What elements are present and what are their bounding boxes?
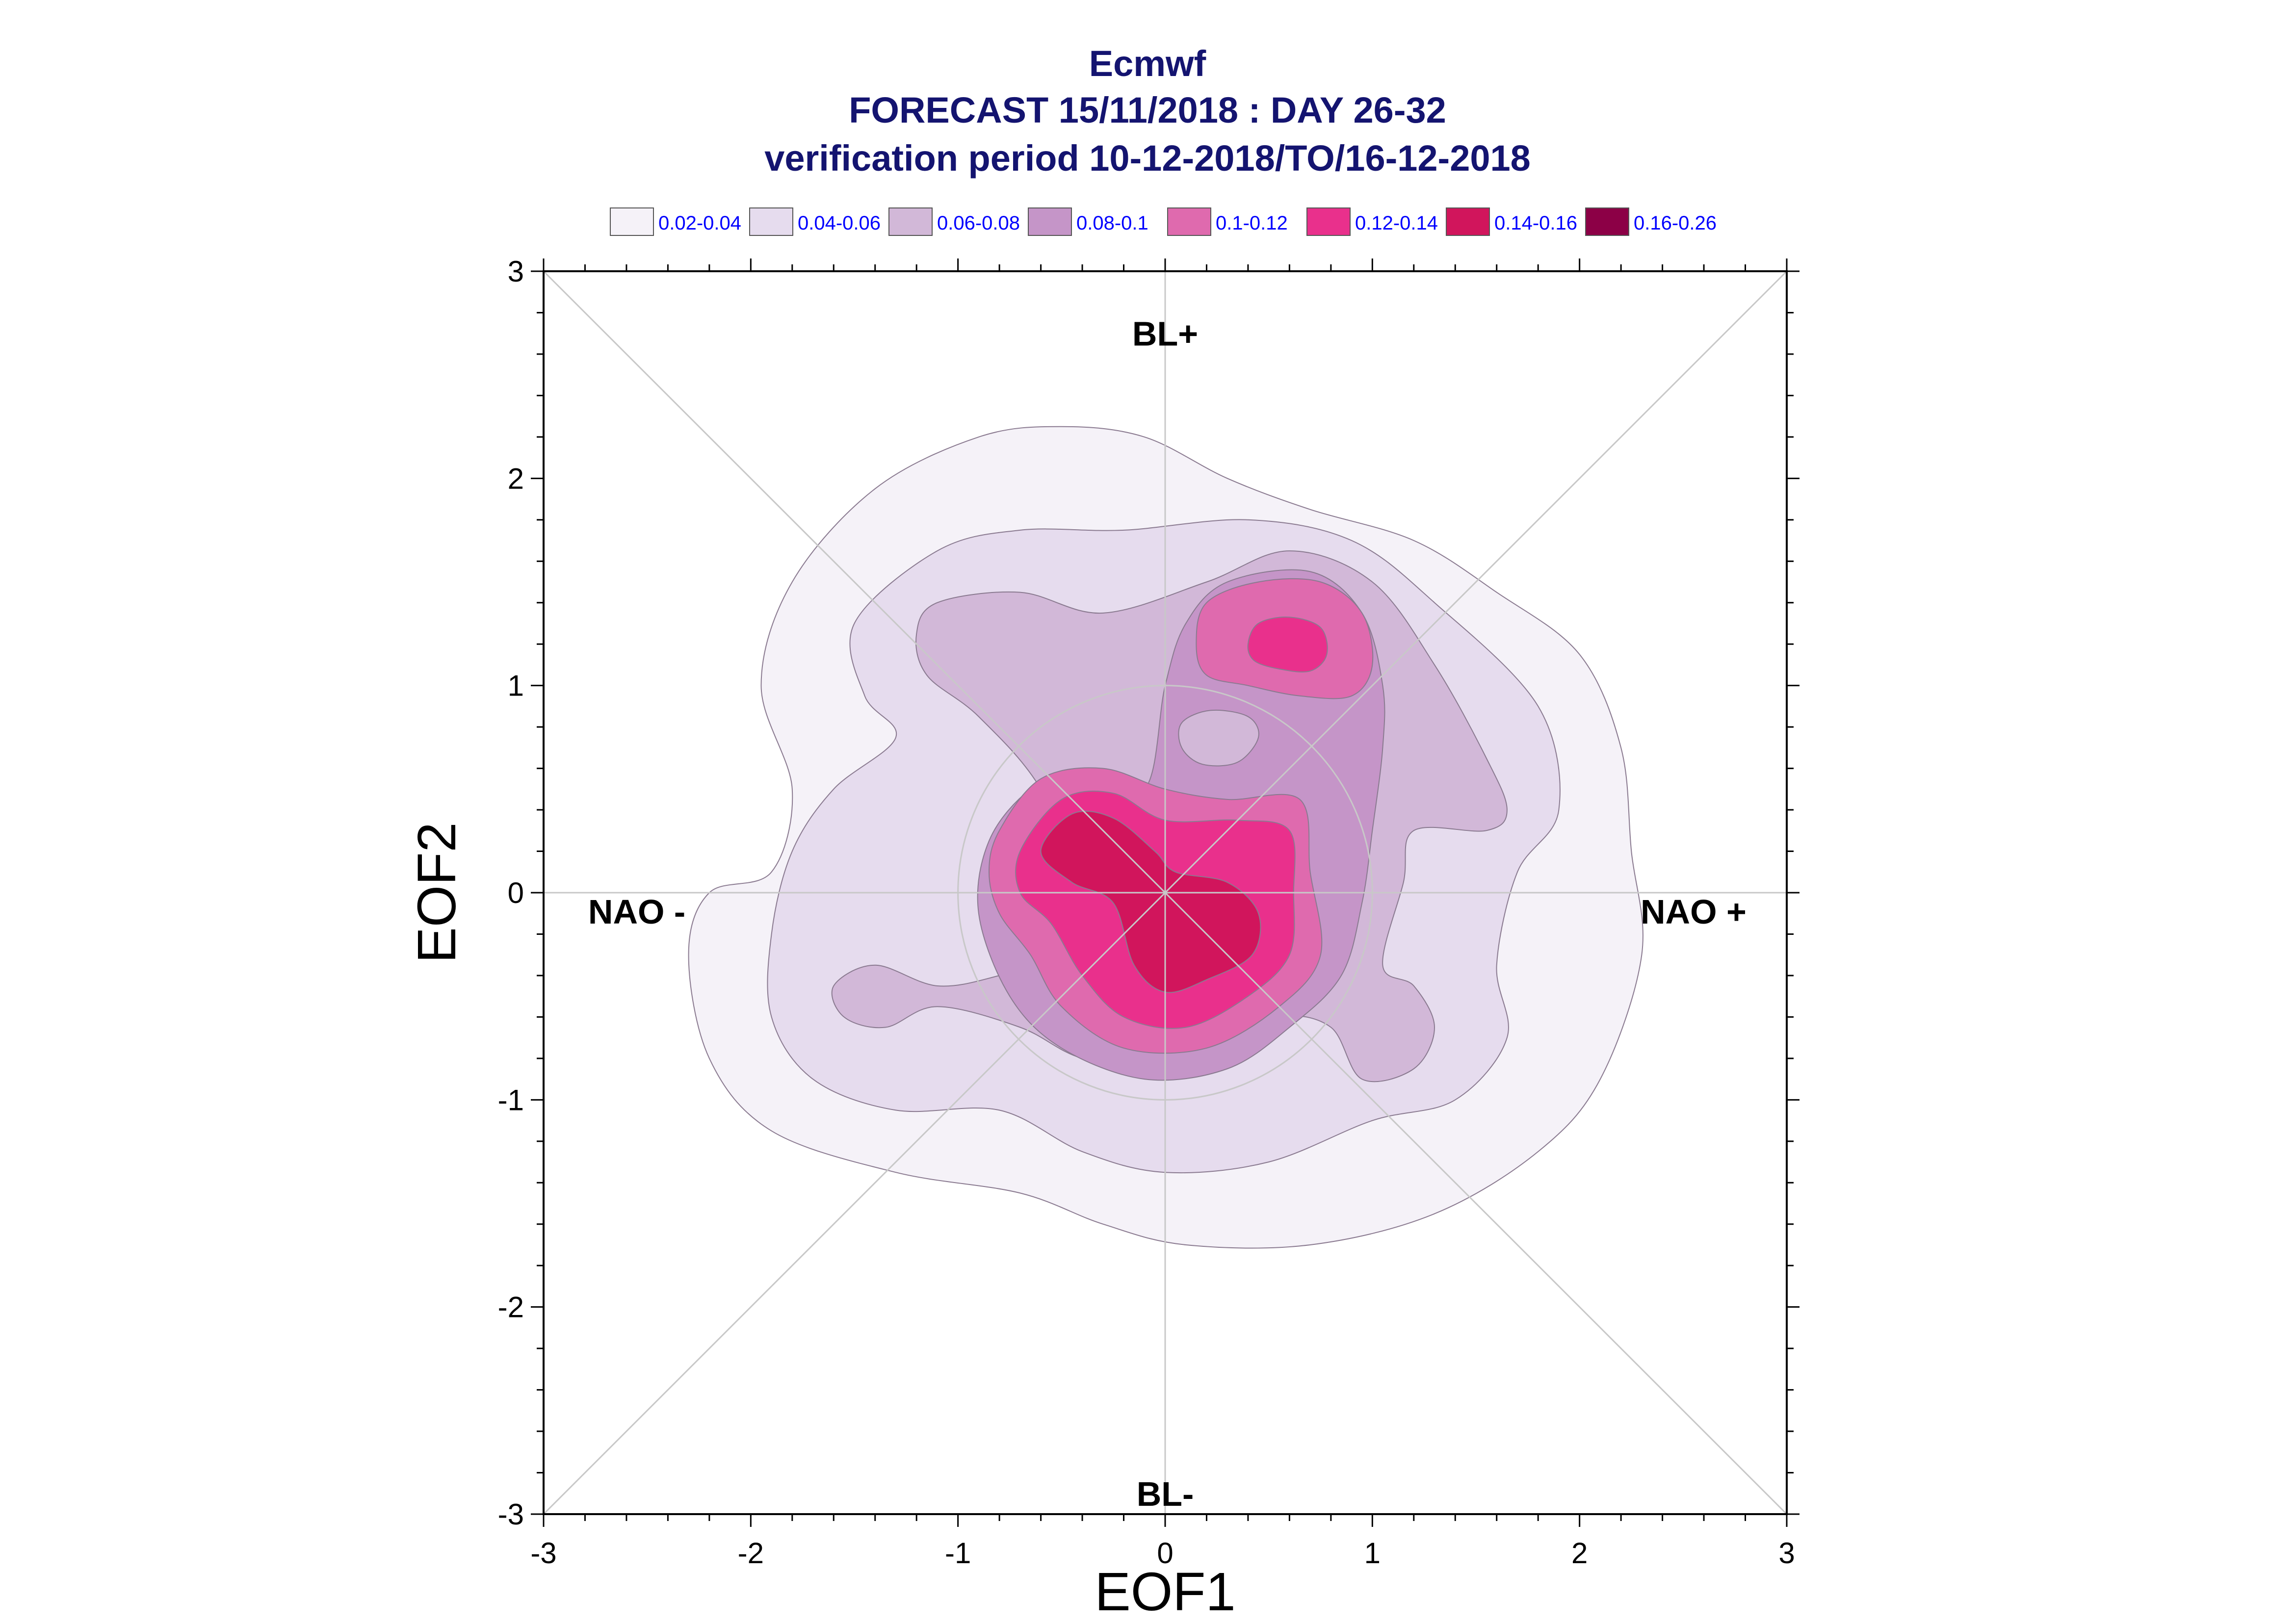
- axes: -3 -2 -1 0 1 2 3 -3 -2 -1 0 1 2 3 EOF1 EOF2: [407, 255, 1799, 1622]
- y-tick-label: -2: [498, 1291, 524, 1324]
- y-tick-label: -3: [498, 1498, 524, 1531]
- y-axis-title: EOF2: [407, 822, 467, 963]
- x-tick-label: 1: [1364, 1537, 1381, 1570]
- contour-band: [1040, 810, 1261, 993]
- legend-swatch: [1306, 207, 1351, 236]
- legend-item: 0.16-0.26: [1585, 207, 1717, 236]
- legend-swatch: [1167, 207, 1211, 236]
- legend-item: 0.04-0.06: [749, 207, 881, 236]
- x-tick-label: 2: [1571, 1537, 1588, 1570]
- regime-label: NAO +: [1641, 893, 1747, 931]
- x-tick-label: -1: [945, 1537, 971, 1570]
- chart-title: Ecmwf FORECAST 15/11/2018 : DAY 26-32 veri…: [764, 43, 1531, 179]
- title-line: Ecmwf: [1089, 43, 1206, 84]
- y-tick-label: 3: [508, 255, 524, 288]
- x-tick-label: 0: [1157, 1537, 1173, 1570]
- legend: 0.02-0.04 0.04-0.06 0.06-0.08 0.08-0.1 0.1-0…: [610, 207, 1717, 236]
- unit-circle: [957, 685, 1373, 1101]
- legend-label: 0.12-0.14: [1355, 212, 1438, 234]
- legend-label: 0.06-0.08: [937, 212, 1020, 234]
- legend-item: 0.12-0.14: [1306, 207, 1438, 236]
- x-tick-label: -2: [738, 1537, 764, 1570]
- reference-lines: [543, 270, 1788, 1515]
- x-axis-title: EOF1: [1095, 1562, 1235, 1622]
- regime-label: NAO -: [588, 893, 685, 931]
- x-tick-label: 3: [1778, 1537, 1795, 1570]
- regime-label: BL-: [1137, 1475, 1194, 1513]
- legend-swatch: [1028, 207, 1072, 236]
- x-tick-label: -3: [530, 1537, 556, 1570]
- density-contours: [688, 426, 1643, 1249]
- legend-swatch: [749, 207, 793, 236]
- legend-label: 0.08-0.1: [1076, 212, 1148, 234]
- legend-swatch: [610, 207, 654, 236]
- contour-band: [1178, 709, 1259, 767]
- legend-item: 0.02-0.04: [610, 207, 741, 236]
- legend-item: 0.14-0.16: [1446, 207, 1577, 236]
- y-tick-label: 0: [508, 876, 524, 909]
- legend-label: 0.04-0.06: [798, 212, 881, 234]
- title-line: verification period 10-12-2018/TO/16-12-…: [764, 138, 1531, 179]
- legend-swatch: [888, 207, 933, 236]
- plot-area: BL+ BL- NAO - NAO +: [543, 270, 1788, 1515]
- legend-swatch: [1585, 207, 1629, 236]
- legend-label: 0.02-0.04: [658, 212, 741, 234]
- legend-label: 0.16-0.26: [1634, 212, 1717, 234]
- legend-label: 0.1-0.12: [1216, 212, 1288, 234]
- y-tick-label: -1: [498, 1083, 524, 1116]
- contour-band: [1247, 617, 1328, 672]
- title-line: FORECAST 15/11/2018 : DAY 26-32: [849, 90, 1446, 130]
- regime-labels: BL+ BL- NAO - NAO +: [588, 315, 1747, 1513]
- regime-label: BL+: [1132, 315, 1198, 353]
- y-tick-label: 1: [508, 670, 524, 702]
- legend-label: 0.14-0.16: [1494, 212, 1577, 234]
- legend-item: 0.06-0.08: [888, 207, 1020, 236]
- legend-swatch: [1446, 207, 1490, 236]
- legend-item: 0.1-0.12: [1167, 207, 1288, 236]
- legend-item: 0.08-0.1: [1028, 207, 1148, 236]
- y-tick-label: 2: [508, 462, 524, 495]
